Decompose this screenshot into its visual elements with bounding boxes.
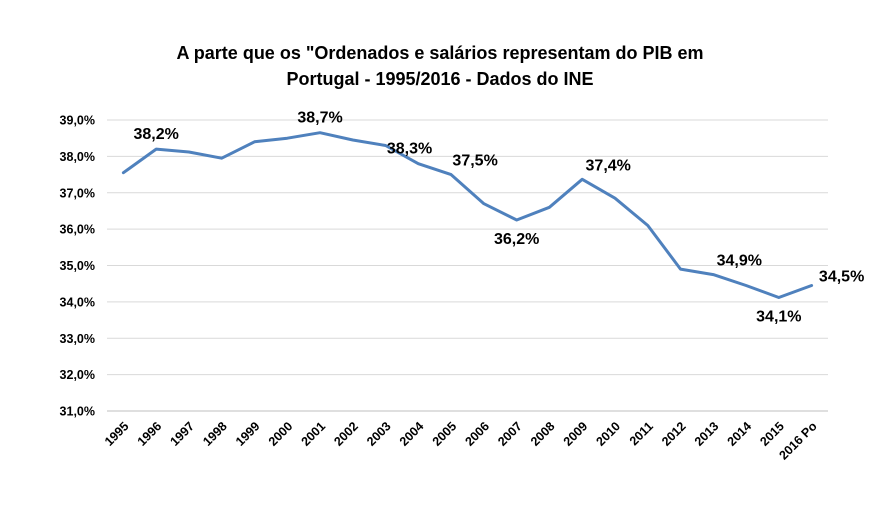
x-tick-label: 2000 bbox=[266, 419, 296, 449]
data-label: 37,4% bbox=[586, 157, 631, 174]
data-label: 38,7% bbox=[297, 110, 342, 127]
x-tick-label: 2005 bbox=[430, 419, 460, 449]
gridlines bbox=[107, 119, 828, 412]
x-tick-label: 1998 bbox=[200, 419, 230, 449]
x-tick-label: 2006 bbox=[462, 419, 492, 449]
y-axis: 31,0% 32,0% 33,0% 34,0% 35,0% 36,0% 37,0% 38,0%… bbox=[60, 114, 95, 419]
x-tick-label: 2001 bbox=[299, 419, 329, 449]
y-tick-label: 32,0% bbox=[60, 368, 95, 382]
x-tick-label: 2013 bbox=[692, 419, 722, 449]
data-label: 36,2% bbox=[494, 231, 539, 248]
x-tick-label: 2010 bbox=[594, 419, 624, 449]
data-label: 34,5% bbox=[819, 269, 864, 286]
y-tick-label: 38,0% bbox=[60, 150, 95, 164]
series-line bbox=[121, 131, 814, 299]
x-tick-label: 2002 bbox=[331, 419, 361, 449]
data-labels: 38,2% 38,7% 38,3% 37,5% 36,2% 37,4% 34,9% 34,1%… bbox=[133, 110, 864, 326]
data-label: 34,9% bbox=[717, 253, 762, 270]
y-tick-label: 37,0% bbox=[60, 186, 95, 200]
chart-title-line-1: A parte que os "Ordenados e salários rep… bbox=[176, 43, 704, 63]
chart-title-line-2: Portugal - 1995/2016 - Dados do INE bbox=[286, 69, 594, 89]
x-tick-label: 2008 bbox=[528, 419, 558, 449]
x-axis: 1995 1996 1997 1998 1999 2000 2001 2002 2003 2004… bbox=[102, 419, 820, 463]
y-tick-label: 36,0% bbox=[60, 223, 95, 237]
x-tick-label: 2004 bbox=[397, 419, 427, 449]
data-label: 37,5% bbox=[452, 153, 497, 170]
y-tick-label: 33,0% bbox=[60, 332, 95, 346]
x-tick-label: 2007 bbox=[495, 419, 525, 449]
x-tick-label: 2012 bbox=[659, 419, 689, 449]
x-tick-label: 2015 bbox=[757, 419, 787, 449]
data-label: 34,1% bbox=[756, 309, 801, 326]
y-tick-label: 31,0% bbox=[60, 405, 95, 419]
x-tick-label: 1995 bbox=[102, 419, 132, 449]
data-label: 38,2% bbox=[133, 126, 178, 143]
series-layer bbox=[121, 131, 814, 299]
x-tick-label: 2009 bbox=[561, 419, 591, 449]
chart-title: A parte que os "Ordenados e salários rep… bbox=[0, 40, 880, 92]
y-tick-label: 39,0% bbox=[60, 114, 95, 128]
y-tick-label: 34,0% bbox=[60, 295, 95, 309]
x-tick-label: 1996 bbox=[135, 419, 165, 449]
x-tick-label: 2014 bbox=[725, 419, 755, 449]
x-tick-label: 1997 bbox=[167, 419, 197, 449]
x-tick-label: 2011 bbox=[627, 419, 656, 448]
x-tick-label: 1999 bbox=[233, 419, 263, 449]
data-label: 38,3% bbox=[387, 140, 432, 157]
x-tick-label: 2003 bbox=[364, 419, 394, 449]
y-tick-label: 35,0% bbox=[60, 259, 95, 273]
